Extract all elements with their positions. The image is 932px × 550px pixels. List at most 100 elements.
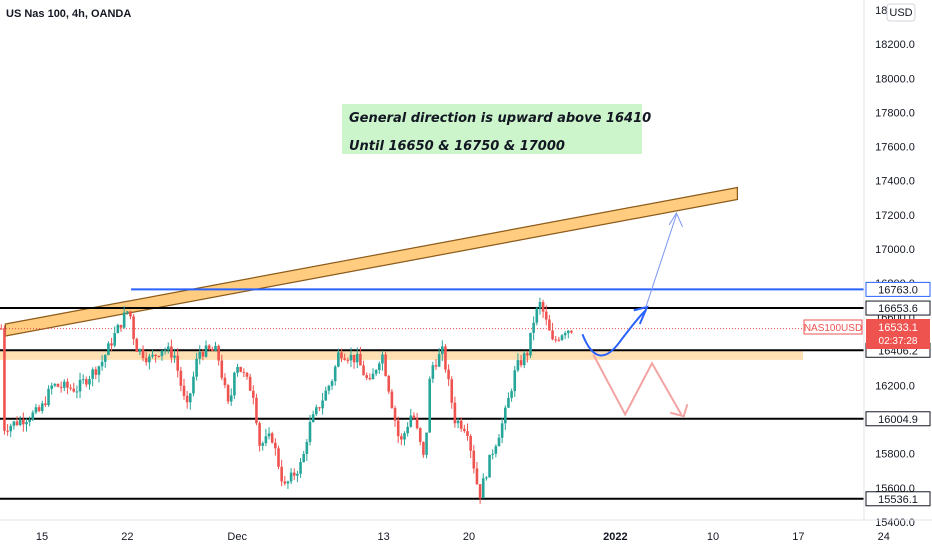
candle-body	[154, 354, 157, 356]
level-badge	[865, 281, 931, 297]
candle-body	[40, 403, 44, 411]
candle-body	[463, 428, 466, 432]
candle-body	[270, 433, 274, 443]
candle-body	[220, 360, 224, 378]
candle-body	[75, 391, 79, 393]
candle-body	[456, 420, 460, 424]
candle-body	[516, 360, 520, 371]
candle-body	[412, 415, 416, 419]
candle-body	[0, 328, 3, 330]
candle-body	[453, 402, 457, 424]
level-badge	[865, 300, 931, 316]
candle-body	[418, 428, 422, 442]
support-zone	[0, 349, 803, 360]
annotation-box[interactable]	[342, 104, 642, 154]
candle-body	[66, 381, 69, 388]
time-tick-label: 15	[36, 531, 48, 543]
candle-body	[141, 349, 145, 359]
candle-body	[513, 370, 517, 392]
candle-body	[563, 333, 567, 336]
time-tick-label: 24	[878, 531, 890, 543]
candle-body	[207, 345, 211, 350]
price-tick-label: 15800.0	[875, 449, 915, 461]
level-badge	[865, 411, 931, 427]
candle-body	[126, 311, 129, 313]
candle-body	[478, 484, 482, 499]
candle-body	[469, 436, 472, 451]
candle-body	[340, 352, 343, 359]
candle-body	[166, 346, 170, 351]
candle-body	[349, 354, 353, 361]
price-axis[interactable]: 15400.015600.015800.016000.016200.016400…	[875, 5, 915, 529]
candle-body	[110, 343, 113, 346]
candle-body	[223, 377, 227, 386]
candle-body	[248, 376, 252, 391]
candle-body	[378, 363, 381, 371]
time-tick-label: 20	[463, 531, 475, 543]
candle-body	[185, 395, 189, 403]
symbol-tag[interactable]	[803, 319, 863, 335]
candle-body	[371, 373, 375, 380]
candle-body	[535, 308, 539, 323]
candle-body	[204, 345, 208, 357]
candle-body	[359, 353, 362, 366]
candle-body	[459, 420, 463, 429]
candle-body	[409, 415, 413, 427]
candle-body	[88, 378, 91, 385]
currency-button[interactable]	[886, 3, 916, 22]
candle-body	[31, 412, 35, 420]
candle-body	[447, 369, 450, 380]
candle-body	[374, 370, 378, 374]
level-badge-label: 15536.1	[878, 494, 918, 506]
candle-body	[189, 393, 192, 403]
candle-body	[283, 481, 287, 484]
candle-body	[560, 335, 564, 340]
candle-body	[50, 385, 53, 389]
candle-body	[415, 418, 419, 429]
candle-body	[311, 414, 315, 423]
candle-body	[113, 333, 116, 346]
candle-body	[100, 361, 104, 367]
candle-body	[491, 453, 494, 455]
candle-body	[12, 421, 16, 426]
candle-body	[129, 311, 132, 317]
candle-body	[406, 426, 409, 434]
candle-body	[526, 353, 529, 356]
candle-body	[261, 443, 265, 446]
candle-body	[485, 477, 488, 479]
candle-body	[267, 433, 271, 437]
candle-body	[6, 430, 9, 432]
candle-body	[258, 423, 261, 446]
candle-body	[173, 355, 176, 358]
time-tick-label: 10	[707, 531, 719, 543]
candle-body	[286, 481, 290, 484]
candle-body	[195, 358, 198, 377]
candle-body	[15, 421, 19, 426]
candle-body	[333, 366, 337, 382]
candle-body	[277, 448, 280, 467]
candle-body	[504, 407, 507, 424]
bullish-curve	[581, 309, 647, 357]
candle-body	[233, 372, 236, 396]
candle-body	[519, 360, 523, 366]
candle-body	[28, 419, 31, 422]
candle-body	[91, 369, 94, 379]
candle-body	[211, 349, 214, 352]
target-arrow-line	[645, 214, 677, 308]
bearish-arrowhead	[670, 403, 689, 418]
bearish-zigzag	[592, 354, 683, 417]
candle-body	[214, 345, 217, 352]
candle-body	[119, 324, 123, 328]
candle-body	[160, 350, 164, 357]
plot-area	[0, 0, 864, 520]
candle-body	[3, 328, 6, 431]
candle-body	[346, 359, 350, 361]
candle-body	[497, 437, 501, 447]
level-badge	[865, 491, 931, 507]
candle-body	[107, 343, 110, 356]
time-axis[interactable]: 15 22 Dec 13 20 2022 10 17 24	[36, 531, 890, 543]
candle-body	[217, 345, 220, 361]
candle-body	[176, 355, 179, 371]
candle-body	[355, 353, 359, 363]
